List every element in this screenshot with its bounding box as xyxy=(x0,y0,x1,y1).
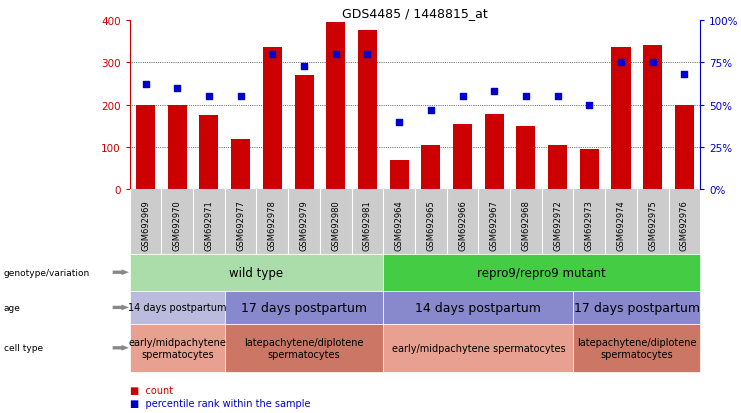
Point xyxy=(647,59,659,66)
Text: genotype/variation: genotype/variation xyxy=(4,268,90,277)
Bar xyxy=(422,145,440,190)
Point xyxy=(488,88,500,95)
Text: age: age xyxy=(4,303,21,312)
Text: ■  percentile rank within the sample: ■ percentile rank within the sample xyxy=(130,398,310,408)
Text: GSM692973: GSM692973 xyxy=(585,199,594,250)
Point xyxy=(139,82,151,88)
Text: GSM692969: GSM692969 xyxy=(141,199,150,250)
Text: 14 days postpartum: 14 days postpartum xyxy=(416,301,541,314)
Text: cell type: cell type xyxy=(4,344,43,352)
Bar xyxy=(136,105,155,190)
Text: early/midpachytene
spermatocytes: early/midpachytene spermatocytes xyxy=(128,337,226,359)
Point xyxy=(267,51,279,58)
Point xyxy=(456,93,468,100)
Bar xyxy=(326,23,345,190)
Text: GSM692975: GSM692975 xyxy=(648,199,657,250)
Bar xyxy=(548,145,567,190)
Text: GSM692966: GSM692966 xyxy=(458,199,467,250)
Point xyxy=(203,93,215,100)
Text: GSM692967: GSM692967 xyxy=(490,199,499,250)
Point xyxy=(583,102,595,109)
Point xyxy=(298,63,310,70)
Text: 17 days postpartum: 17 days postpartum xyxy=(574,301,700,314)
Bar xyxy=(263,48,282,190)
Text: GSM692968: GSM692968 xyxy=(522,199,531,250)
Bar xyxy=(453,124,472,190)
Bar xyxy=(130,190,700,254)
Point xyxy=(171,85,183,92)
Point xyxy=(362,51,373,58)
Point xyxy=(551,93,563,100)
Point xyxy=(235,93,247,100)
Text: latepachytene/diplotene
spermatocytes: latepachytene/diplotene spermatocytes xyxy=(245,337,364,359)
Text: GSM692978: GSM692978 xyxy=(268,199,277,250)
Bar xyxy=(294,76,313,190)
Text: GSM692981: GSM692981 xyxy=(363,199,372,250)
Text: GSM692965: GSM692965 xyxy=(426,199,435,250)
Text: 17 days postpartum: 17 days postpartum xyxy=(241,301,367,314)
Point xyxy=(679,71,691,78)
Text: wild type: wild type xyxy=(230,266,284,279)
Text: GSM692970: GSM692970 xyxy=(173,199,182,250)
Bar xyxy=(199,116,219,190)
Title: GDS4485 / 1448815_at: GDS4485 / 1448815_at xyxy=(342,7,488,19)
Bar xyxy=(390,160,408,190)
Bar xyxy=(485,115,504,190)
Text: GSM692974: GSM692974 xyxy=(617,199,625,250)
Bar xyxy=(358,31,377,190)
Text: 14 days postpartum: 14 days postpartum xyxy=(128,303,227,313)
Point xyxy=(330,51,342,58)
Point xyxy=(425,107,436,114)
Text: GSM692964: GSM692964 xyxy=(395,199,404,250)
Bar xyxy=(675,105,694,190)
Bar xyxy=(579,150,599,190)
Bar xyxy=(516,126,536,190)
Text: GSM692971: GSM692971 xyxy=(205,199,213,250)
Bar xyxy=(611,48,631,190)
Text: repro9/repro9 mutant: repro9/repro9 mutant xyxy=(477,266,606,279)
Text: GSM692977: GSM692977 xyxy=(236,199,245,250)
Point xyxy=(393,119,405,126)
Text: GSM692980: GSM692980 xyxy=(331,199,340,250)
Point xyxy=(520,93,532,100)
Bar xyxy=(643,46,662,190)
Bar xyxy=(167,105,187,190)
Bar xyxy=(231,139,250,190)
Text: early/midpachytene spermatocytes: early/midpachytene spermatocytes xyxy=(391,343,565,353)
Point xyxy=(615,59,627,66)
Text: GSM692979: GSM692979 xyxy=(299,199,308,250)
Text: ■  count: ■ count xyxy=(130,385,173,395)
Text: GSM692976: GSM692976 xyxy=(680,199,689,250)
Text: GSM692972: GSM692972 xyxy=(553,199,562,250)
Text: latepachytene/diplotene
spermatocytes: latepachytene/diplotene spermatocytes xyxy=(577,337,697,359)
